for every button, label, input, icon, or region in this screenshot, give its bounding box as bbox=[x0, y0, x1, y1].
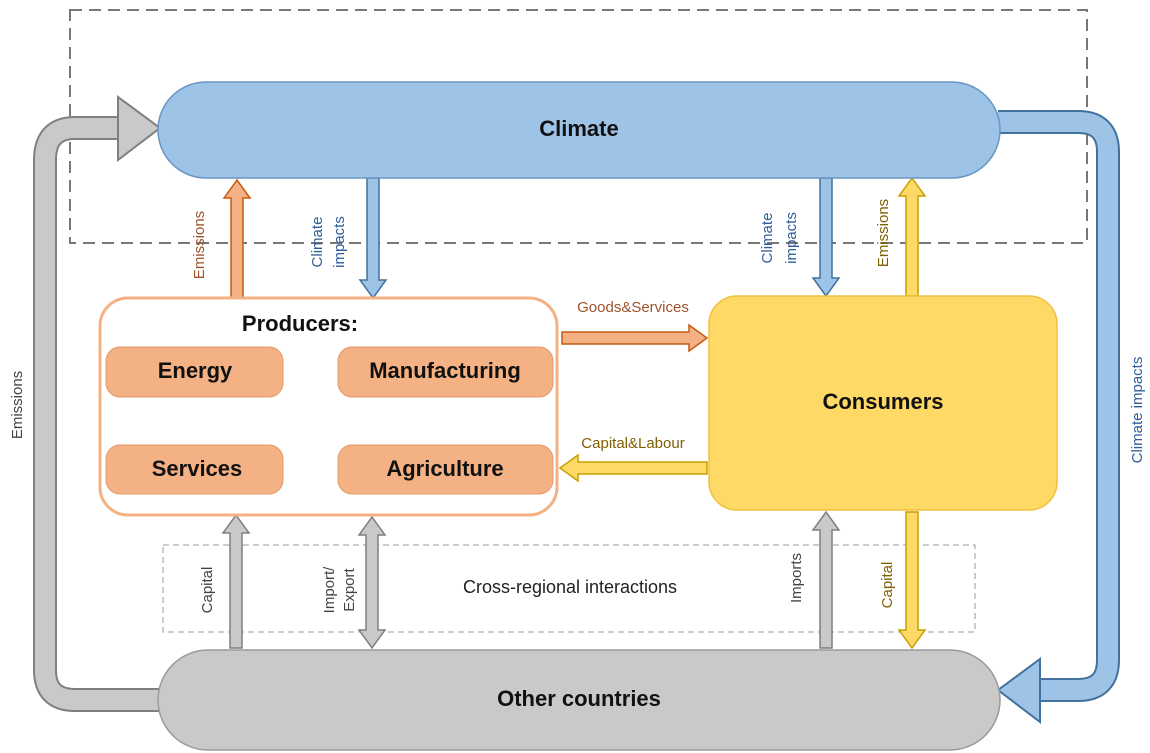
flow-label: Capital bbox=[199, 567, 216, 614]
flow-arrow bbox=[561, 323, 709, 353]
flow-label: Emissions bbox=[875, 199, 892, 267]
cross-region-boundary bbox=[162, 544, 976, 633]
flow-arrow bbox=[221, 513, 251, 649]
sector-label: Services bbox=[152, 456, 243, 481]
flow-arrow bbox=[357, 515, 387, 650]
climate-label: Climate bbox=[539, 116, 618, 141]
sector-label: Energy bbox=[158, 358, 233, 383]
region-label: Cross-regional interactions bbox=[463, 577, 677, 597]
sector-box bbox=[105, 444, 284, 495]
flow-label: Emissions bbox=[9, 371, 26, 439]
flow-arrow bbox=[358, 177, 388, 300]
other-countries-node bbox=[157, 649, 1001, 751]
flow-arrow bbox=[558, 453, 708, 483]
climate-node bbox=[157, 81, 1001, 179]
consumers-node bbox=[708, 295, 1058, 511]
flow-label: Export bbox=[341, 567, 358, 611]
flow-arrow bbox=[222, 178, 252, 299]
impacts-loop-head bbox=[996, 657, 1041, 725]
sector-label: Manufacturing bbox=[369, 358, 521, 383]
sector-box bbox=[105, 346, 284, 398]
flow-label: Capital bbox=[879, 562, 896, 609]
flow-label: Capital&Labour bbox=[581, 435, 684, 452]
flow-label: Climate bbox=[759, 213, 776, 264]
flow-arrow bbox=[897, 511, 927, 650]
flow-label: Import/ bbox=[321, 566, 338, 614]
flow-label: Emissions bbox=[191, 211, 208, 279]
producers-label: Producers: bbox=[242, 311, 358, 336]
flow-label: impacts bbox=[331, 216, 348, 268]
flow-label: Climate bbox=[309, 217, 326, 268]
sector-label: Agriculture bbox=[386, 456, 503, 481]
flow-arrow bbox=[897, 176, 927, 297]
flow-arrow bbox=[811, 510, 841, 649]
impacts-loop bbox=[996, 112, 1118, 700]
consumers-label: Consumers bbox=[822, 389, 943, 414]
flow-label: Imports bbox=[788, 553, 805, 603]
flow-label: Goods&Services bbox=[577, 299, 689, 316]
flow-label: Climate impacts bbox=[1129, 357, 1146, 464]
other-countries-label: Other countries bbox=[497, 686, 661, 711]
emissions-loop bbox=[35, 118, 160, 710]
flow-label: impacts bbox=[783, 212, 800, 264]
sector-box bbox=[337, 444, 554, 495]
emissions-loop-head bbox=[117, 95, 162, 163]
flow-arrow bbox=[811, 177, 841, 298]
sector-box bbox=[337, 346, 554, 398]
